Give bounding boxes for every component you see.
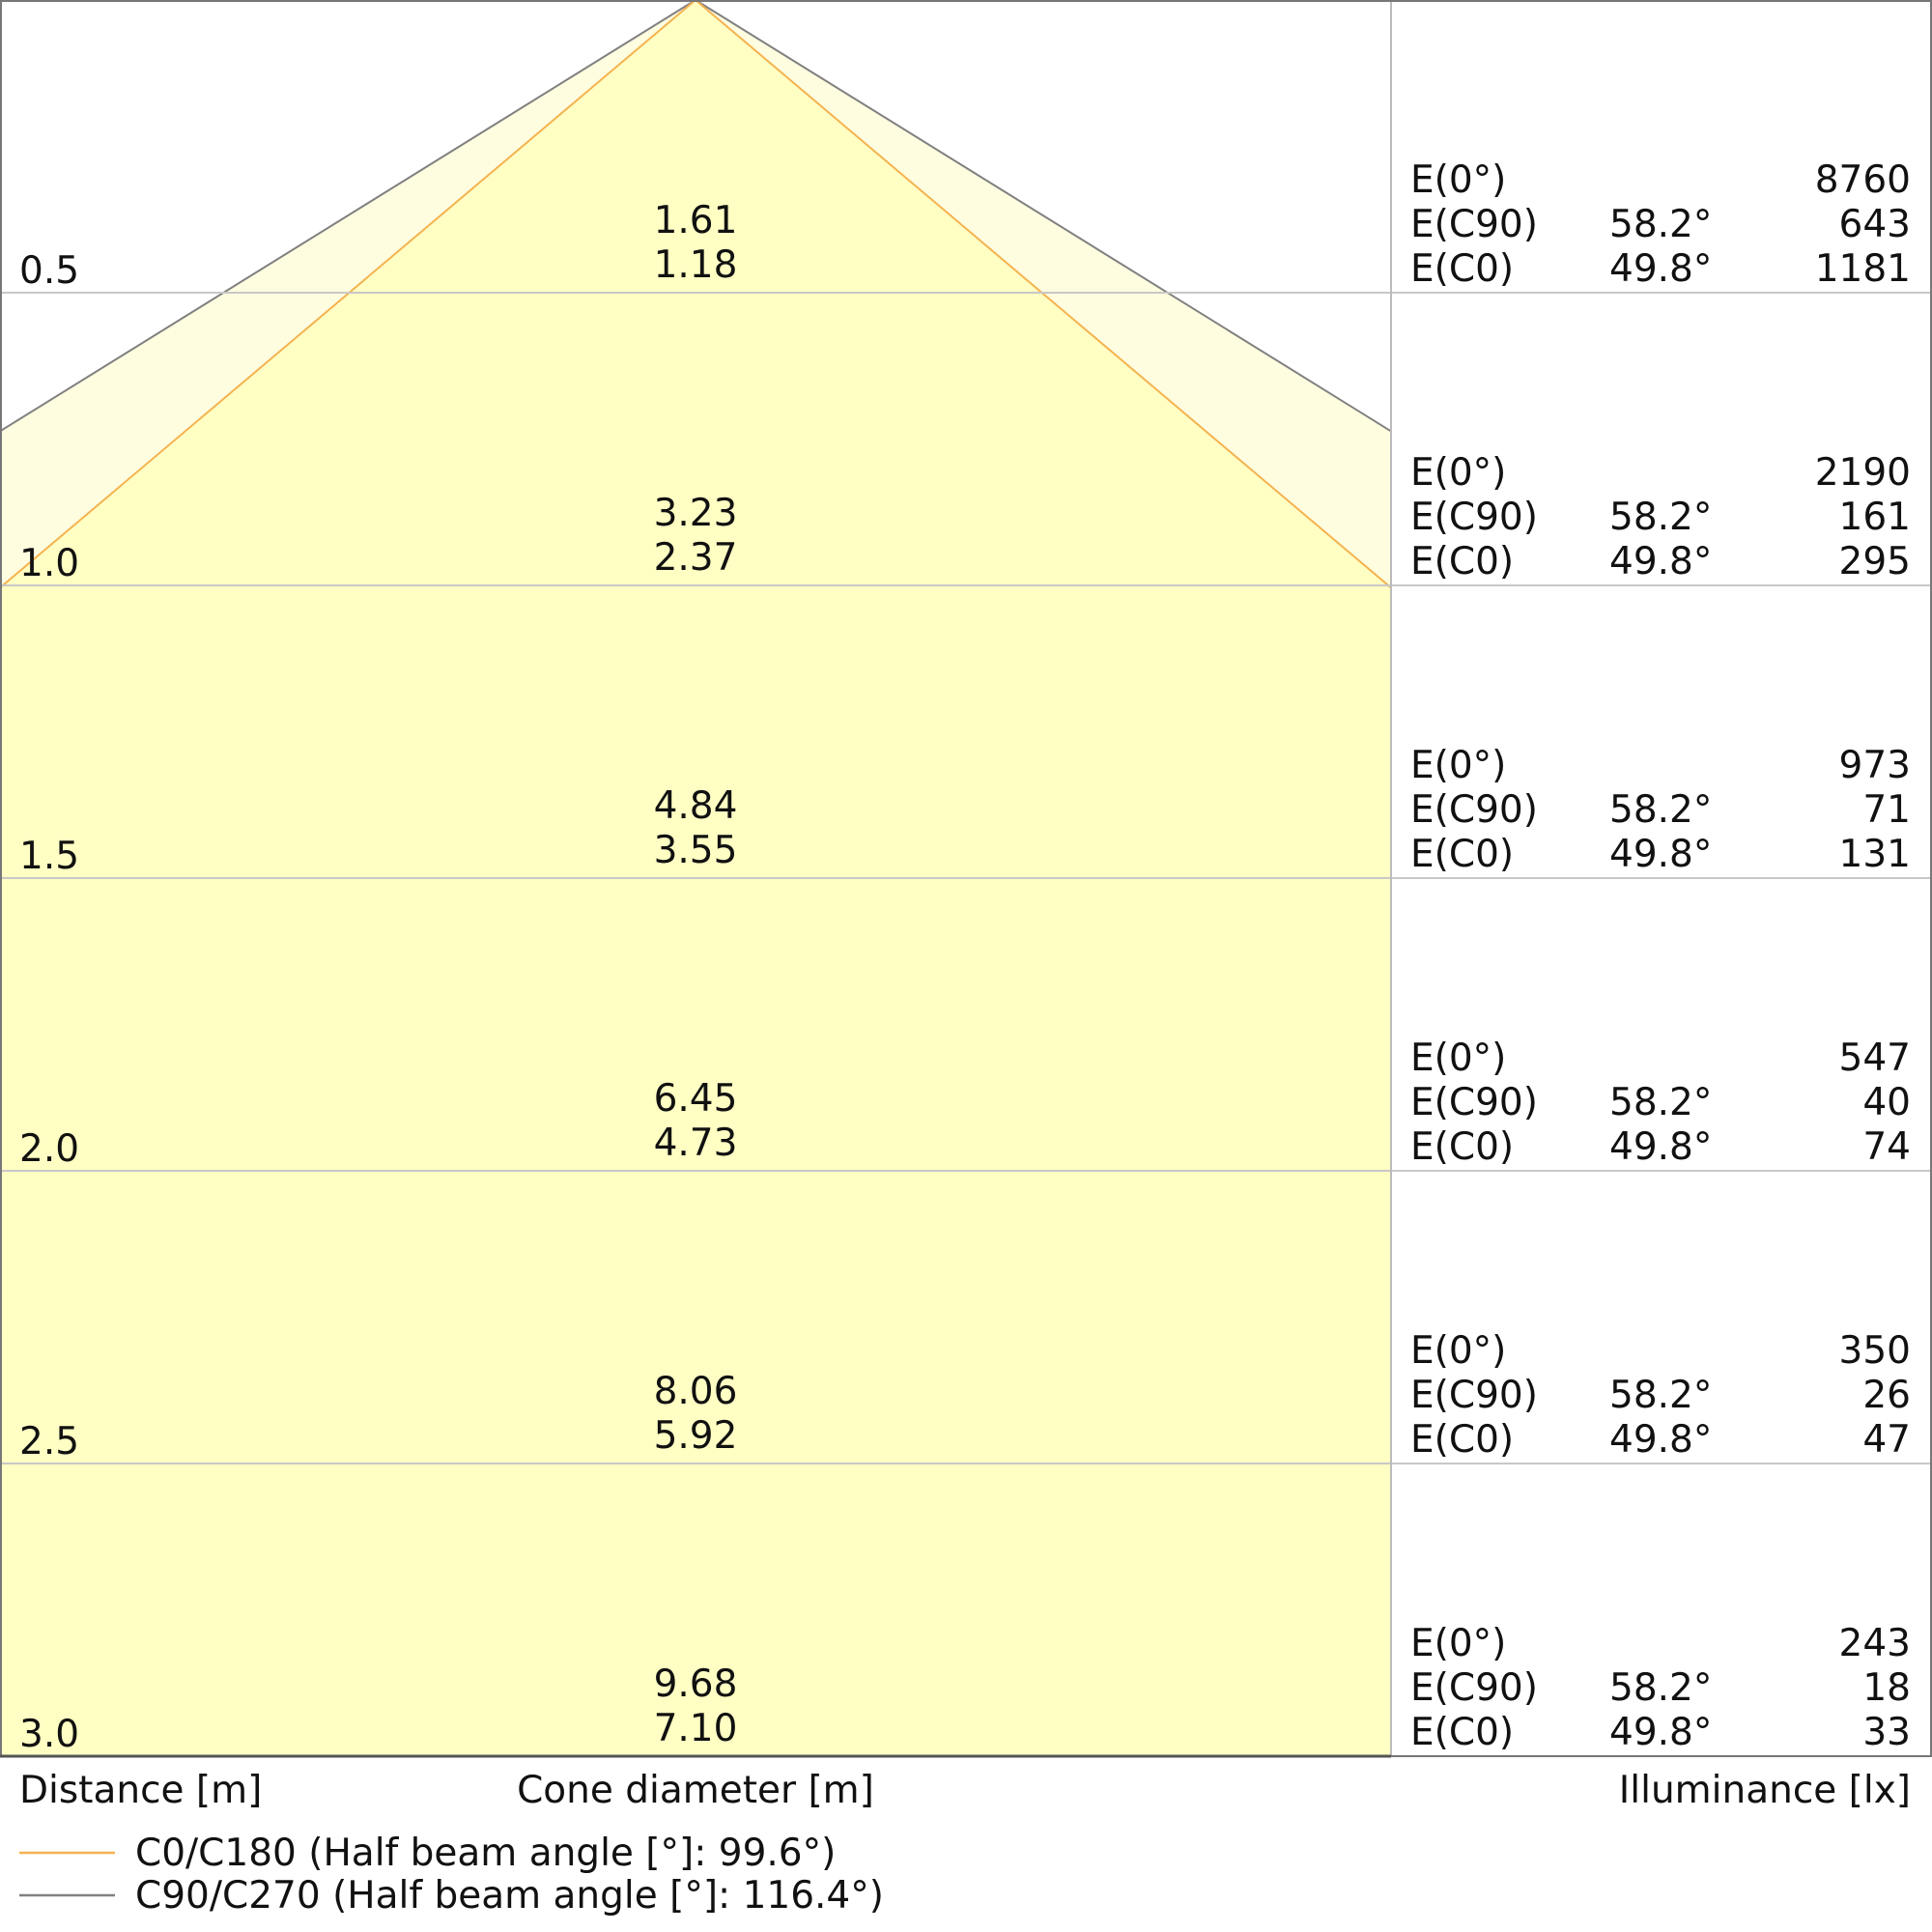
cone-diameter-c90-label: 3.23 [654, 492, 738, 535]
ec90-value: 40 [1862, 1081, 1911, 1124]
cone-diameter-c0-label: 4.73 [654, 1122, 738, 1165]
cone-diameter-c90-label: 1.61 [654, 199, 738, 242]
cone-diameter-c90-label: 9.68 [654, 1662, 738, 1706]
ec0-angle: 49.8° [1609, 540, 1712, 583]
ec90-angle: 58.2° [1609, 496, 1712, 539]
ec90-label: E(C90) [1410, 1081, 1538, 1124]
ec90-value: 161 [1839, 496, 1911, 539]
ec0-angle: 49.8° [1609, 1125, 1712, 1169]
ec0-label: E(C0) [1410, 1418, 1514, 1462]
e0-label: E(0°) [1410, 451, 1506, 495]
ec90-label: E(C90) [1410, 788, 1538, 832]
ec0-value: 47 [1862, 1418, 1911, 1462]
plot-area [0, 0, 1932, 1758]
e0-value: 243 [1839, 1622, 1911, 1665]
illuminance-axis-label: Illuminance [lx] [1619, 1769, 1911, 1812]
ec90-value: 18 [1862, 1666, 1911, 1710]
distance-tick-label: 1.0 [19, 542, 79, 585]
ec90-angle: 58.2° [1609, 1374, 1712, 1417]
labels: 0.51.611.18E(0°)E(C90)E(C0)58.2°49.8°876… [19, 158, 1911, 1756]
legend: C0/C180 (Half beam angle [°]: 99.6°) C90… [19, 1832, 884, 1918]
ec0-label: E(C0) [1410, 247, 1514, 291]
ec90-value: 643 [1839, 203, 1911, 246]
ec0-label: E(C0) [1410, 1125, 1514, 1169]
cone-diameter-c0-label: 1.18 [654, 243, 738, 287]
ec0-label: E(C0) [1410, 1711, 1514, 1754]
ec0-angle: 49.8° [1609, 247, 1712, 291]
e0-value: 350 [1839, 1329, 1911, 1373]
ec0-value: 1181 [1815, 247, 1911, 291]
e0-label: E(0°) [1410, 158, 1506, 202]
ec90-label: E(C90) [1410, 496, 1538, 539]
ec0-angle: 49.8° [1609, 833, 1712, 876]
e0-label: E(0°) [1410, 1037, 1506, 1080]
distance-tick-label: 2.5 [19, 1420, 79, 1463]
e0-value: 973 [1839, 744, 1911, 787]
cone-diameter-c0-label: 2.37 [654, 536, 738, 580]
ec0-value: 295 [1839, 540, 1911, 583]
ec90-angle: 58.2° [1609, 203, 1712, 246]
cone-diameter-c0-label: 7.10 [654, 1707, 738, 1750]
e0-label: E(0°) [1410, 1329, 1506, 1373]
distance-tick-label: 3.0 [19, 1713, 79, 1756]
cone-diameter-c0-label: 5.92 [654, 1414, 738, 1458]
legend-label-c90: C90/C270 (Half beam angle [°]: 116.4°) [135, 1874, 884, 1918]
e0-value: 2190 [1815, 451, 1911, 495]
cone-diameter-c0-label: 3.55 [654, 829, 738, 872]
cone-diameter-c90-label: 8.06 [654, 1370, 738, 1413]
ec90-label: E(C90) [1410, 203, 1538, 246]
ec0-angle: 49.8° [1609, 1418, 1712, 1462]
distance-tick-label: 0.5 [19, 249, 79, 293]
ec90-angle: 58.2° [1609, 788, 1712, 832]
ec90-label: E(C90) [1410, 1374, 1538, 1417]
ec90-value: 26 [1862, 1374, 1911, 1417]
cone-diameter-c90-label: 6.45 [654, 1077, 738, 1121]
cone-diameter-c90-label: 4.84 [654, 784, 738, 828]
cone-c0-edge [0, 0, 1392, 589]
ec0-value: 74 [1862, 1125, 1911, 1169]
e0-label: E(0°) [1410, 744, 1506, 787]
distance-tick-label: 1.5 [19, 835, 79, 878]
ec0-value: 33 [1862, 1711, 1911, 1754]
e0-label: E(0°) [1410, 1622, 1506, 1665]
ec90-value: 71 [1862, 788, 1911, 832]
ec0-angle: 49.8° [1609, 1711, 1712, 1754]
distance-tick-label: 2.0 [19, 1127, 79, 1171]
ec0-label: E(C0) [1410, 833, 1514, 876]
ec0-label: E(C0) [1410, 540, 1514, 583]
legend-label-c0: C0/C180 (Half beam angle [°]: 99.6°) [135, 1832, 836, 1875]
ec0-value: 131 [1839, 833, 1911, 876]
distance-axis-label: Distance [m] [19, 1769, 262, 1812]
cone-c90-edge [0, 0, 1392, 433]
ec90-angle: 58.2° [1609, 1081, 1712, 1124]
e0-value: 8760 [1815, 158, 1911, 202]
ec90-angle: 58.2° [1609, 1666, 1712, 1710]
cone-diameter-axis-label: Cone diameter [m] [517, 1769, 874, 1812]
e0-value: 547 [1839, 1037, 1911, 1080]
ec90-label: E(C90) [1410, 1666, 1538, 1710]
